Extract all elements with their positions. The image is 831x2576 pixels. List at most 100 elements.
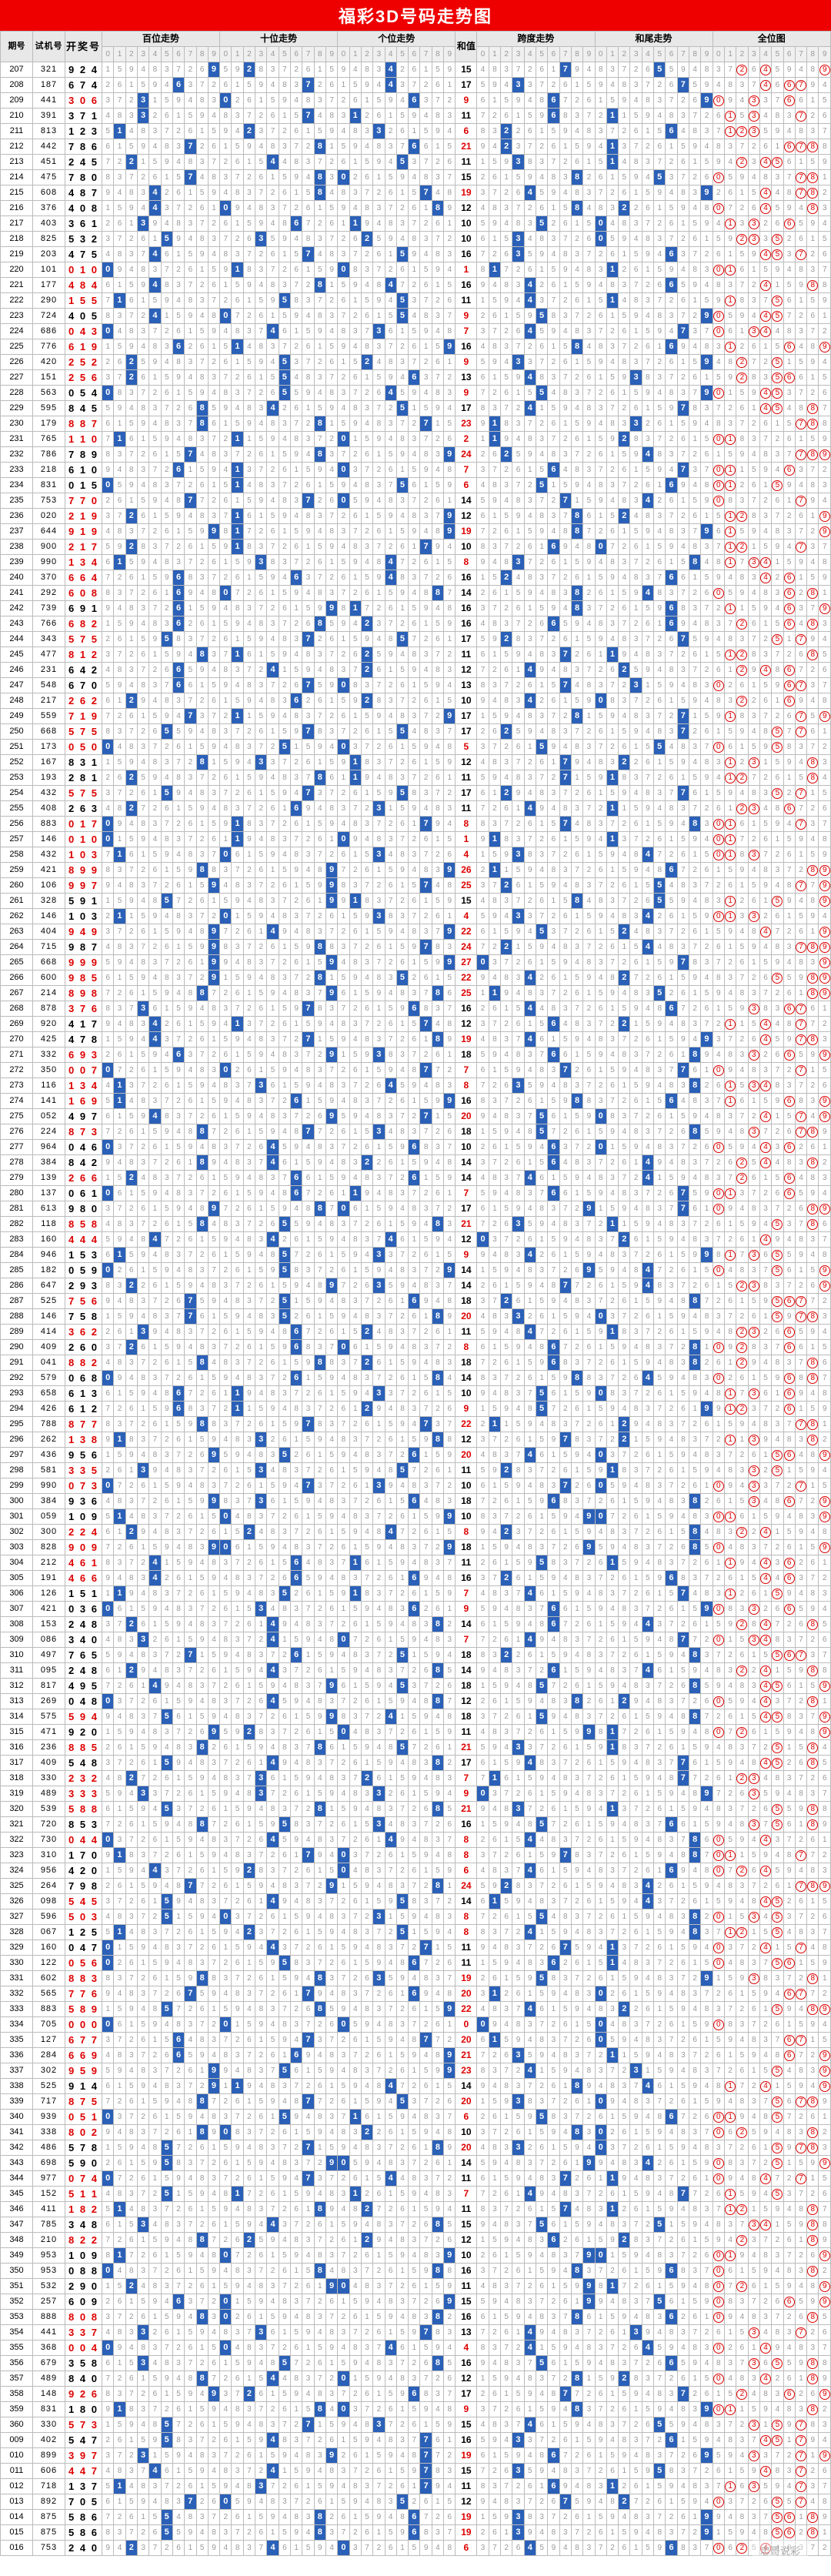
trend-cell: 8	[185, 155, 196, 170]
trend-cell: 6	[373, 109, 385, 124]
allpos-cell: 1	[724, 432, 736, 447]
trend-cell: 9	[114, 262, 125, 278]
table-row: 2237244 0 583724159480726159483726155483…	[1, 309, 831, 324]
trend-cell: 9	[255, 78, 267, 93]
trend-cell: 2	[220, 570, 232, 586]
trend-cell: 3	[185, 78, 196, 93]
allpos-cell: 3	[713, 894, 724, 909]
span-cell: 1	[512, 109, 524, 124]
trend-cell: 3	[444, 247, 456, 262]
span-cell: 4	[559, 324, 571, 339]
trend-cell: 4	[220, 1155, 232, 1171]
allpos-cell: 3	[819, 478, 831, 493]
tail-cell: 6	[595, 309, 606, 324]
digit-header-cell: 5	[279, 47, 290, 62]
trend-cell: 5	[302, 324, 314, 339]
trend-cell: 6	[409, 478, 420, 493]
allpos-cell: 7	[795, 447, 806, 463]
allpos-cell: 3	[807, 1094, 819, 1109]
span-cell: 7	[548, 570, 559, 586]
tail-cell: 6	[654, 832, 666, 847]
tail-cell: 4	[677, 1094, 689, 1109]
allpos-cell: 9	[819, 1124, 831, 1140]
trend-cell: 8	[196, 1201, 208, 1217]
trend-cell: 6	[291, 955, 302, 971]
trend-cell: 3	[114, 309, 125, 324]
cell-issue: 275	[1, 1109, 33, 1124]
digit-header-cell: 9	[444, 47, 456, 62]
allpos-cell: 5	[795, 770, 806, 786]
tail-cell: 4	[689, 1032, 701, 1047]
tail-cell: 7	[677, 463, 689, 478]
trend-cell: 8	[243, 401, 255, 416]
trend-cell: 5	[232, 693, 243, 709]
table-row: 2376449 1 948372615998172615948372615948…	[1, 524, 831, 540]
allpos-cell: 9	[736, 1140, 748, 1155]
trend-cell: 1	[338, 1186, 349, 1201]
allpos-cell: 6	[783, 1124, 795, 1140]
trend-cell: 8	[185, 847, 196, 863]
trend-cell: 5	[102, 1094, 114, 1109]
tail-cell: 7	[666, 232, 677, 247]
trend-cell: 2	[302, 278, 314, 293]
trend-cell: 5	[232, 971, 243, 986]
span-cell: 5	[559, 339, 571, 355]
trend-cell: 3	[291, 493, 302, 509]
tail-cell: 6	[666, 78, 677, 93]
trend-cell: 2	[409, 278, 420, 293]
tail-cell: 9	[654, 1017, 666, 1032]
trend-cell: 8	[267, 832, 279, 847]
span-cell: 7	[559, 755, 571, 770]
allpos-cell: 8	[819, 416, 831, 432]
tail-cell: 4	[630, 232, 642, 247]
allpos-cell: 3	[736, 909, 748, 924]
trend-cell: 7	[314, 293, 325, 309]
trend-cell: 4	[208, 1217, 219, 1232]
trend-cell: 6	[243, 786, 255, 801]
allpos-cell: 9	[819, 971, 831, 986]
allpos-cell: 6	[795, 509, 806, 524]
allpos-cell: 8	[759, 863, 771, 878]
allpos-cell: 2	[759, 909, 771, 924]
allpos-cell: 3	[736, 632, 748, 647]
trend-cell: 3	[385, 416, 396, 432]
tail-cell: 2	[619, 124, 630, 139]
allpos-cell: 8	[819, 555, 831, 570]
trend-cell: 4	[338, 401, 349, 416]
allpos-cell: 3	[724, 1109, 736, 1124]
span-cell: 3	[548, 647, 559, 663]
trend-cell: 9	[208, 1201, 219, 1217]
allpos-cell: 2	[713, 185, 724, 201]
trend-cell: 2	[243, 1001, 255, 1017]
trend-cell: 4	[432, 1155, 443, 1171]
tail-cell: 9	[654, 185, 666, 201]
span-cell: 3	[524, 355, 536, 370]
trend-cell: 4	[172, 432, 184, 447]
allpos-cell: 9	[748, 524, 759, 540]
trend-cell: 1	[149, 924, 161, 940]
trend-cell: 4	[114, 1017, 125, 1032]
trend-cell: 1	[208, 201, 219, 216]
trend-cell: 6	[185, 678, 196, 693]
cell-issue: 253	[1, 770, 33, 786]
trend-cell: 3	[208, 93, 219, 109]
tail-cell: 7	[666, 370, 677, 386]
trend-cell: 1	[185, 878, 196, 894]
tail-cell: 9	[701, 185, 713, 201]
span-cell: 9	[583, 416, 595, 432]
trend-cell: 2	[325, 709, 337, 724]
allpos-cell: 6	[783, 570, 795, 586]
span-cell: 8	[559, 247, 571, 262]
trend-cell: 9	[220, 124, 232, 139]
allpos-cell: 4	[783, 955, 795, 971]
trend-cell: 8	[149, 62, 161, 78]
trend-cell: 9	[137, 416, 149, 432]
trend-cell: 4	[243, 1032, 255, 1047]
span-cell: 1	[489, 93, 500, 109]
tail-cell: 2	[642, 416, 653, 432]
tail-cell: 8	[666, 386, 677, 401]
cell-test: 187	[33, 78, 65, 93]
trend-cell: 4	[420, 386, 432, 401]
span-cell: 5	[583, 1047, 595, 1063]
trend-cell: 3	[125, 663, 137, 678]
